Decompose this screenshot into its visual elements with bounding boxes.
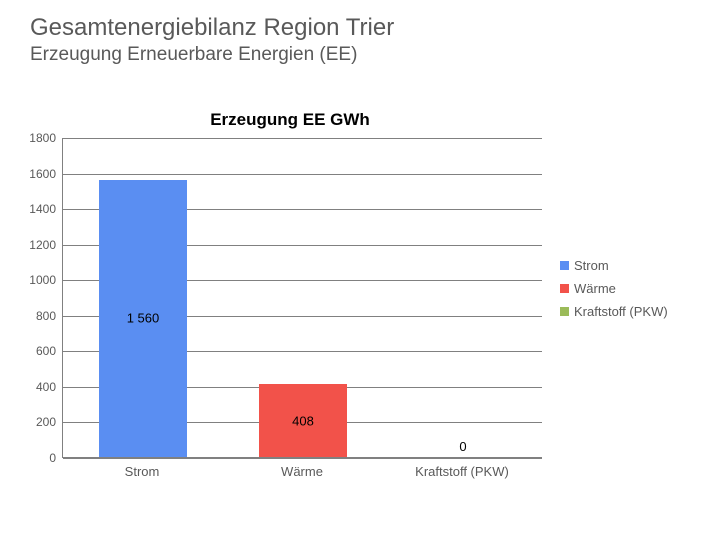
y-tick-label: 0 (49, 451, 56, 465)
legend: Strom Wärme Kraftstoff (PKW) (560, 258, 700, 327)
y-axis: 020040060080010001200140016001800 (20, 138, 62, 458)
y-tick-label: 1200 (29, 238, 56, 252)
y-tick-label: 600 (36, 344, 56, 358)
legend-label: Wärme (574, 281, 616, 296)
y-tick-label: 1400 (29, 202, 56, 216)
page-title: Gesamtenergiebilanz Region Trier (30, 14, 720, 42)
bar-value-label: 1 560 (99, 311, 187, 326)
legend-label: Strom (574, 258, 609, 273)
legend-item: Kraftstoff (PKW) (560, 304, 700, 319)
x-axis-labels: Strom Wärme Kraftstoff (PKW) (62, 460, 542, 480)
legend-swatch (560, 307, 569, 316)
gridline (63, 174, 542, 175)
x-tick-label: Wärme (281, 464, 323, 479)
legend-item: Strom (560, 258, 700, 273)
gridline (63, 458, 542, 459)
y-tick-label: 200 (36, 415, 56, 429)
x-tick-label: Kraftstoff (PKW) (415, 464, 509, 479)
bar-value-label: 408 (259, 413, 347, 428)
bar-value-label: 0 (419, 439, 507, 454)
plot-wrap: 020040060080010001200140016001800 1 5604… (20, 138, 700, 478)
legend-label: Kraftstoff (PKW) (574, 304, 668, 319)
x-tick-label: Strom (125, 464, 160, 479)
legend-swatch (560, 284, 569, 293)
bar-strom: 1 560 (99, 180, 187, 457)
y-tick-label: 1600 (29, 167, 56, 181)
chart-title: Erzeugung EE GWh (20, 110, 700, 130)
y-tick-label: 1000 (29, 273, 56, 287)
plot-area: 1 560 408 0 (62, 138, 542, 458)
y-tick-label: 400 (36, 380, 56, 394)
bar-w-rme: 408 (259, 384, 347, 457)
gridline (63, 138, 542, 139)
chart-container: Erzeugung EE GWh 0 200 400 600 800 1000 1200 14… (20, 110, 700, 530)
legend-item: Wärme (560, 281, 700, 296)
y-tick-label: 1800 (29, 131, 56, 145)
y-tick-label: 800 (36, 309, 56, 323)
legend-swatch (560, 261, 569, 270)
header: Gesamtenergiebilanz Region Trier Erzeugu… (0, 0, 720, 66)
page-subtitle: Erzeugung Erneuerbare Energien (EE) (30, 44, 720, 66)
